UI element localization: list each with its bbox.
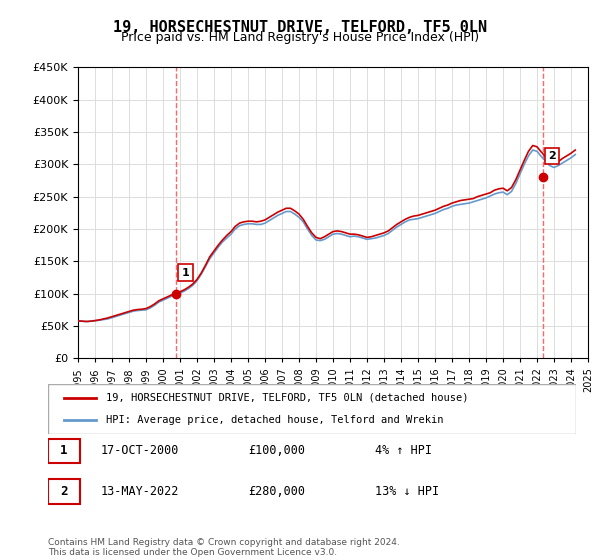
Text: HPI: Average price, detached house, Telford and Wrekin: HPI: Average price, detached house, Telf… [106, 415, 443, 425]
FancyBboxPatch shape [48, 479, 80, 503]
Text: 13% ↓ HPI: 13% ↓ HPI [376, 485, 439, 498]
Text: 19, HORSECHESTNUT DRIVE, TELFORD, TF5 0LN: 19, HORSECHESTNUT DRIVE, TELFORD, TF5 0L… [113, 20, 487, 35]
Text: 2: 2 [548, 151, 556, 161]
Text: 2: 2 [60, 485, 68, 498]
Text: Contains HM Land Registry data © Crown copyright and database right 2024.
This d: Contains HM Land Registry data © Crown c… [48, 538, 400, 557]
Text: 17-OCT-2000: 17-OCT-2000 [101, 444, 179, 457]
Text: £280,000: £280,000 [248, 485, 305, 498]
FancyBboxPatch shape [48, 438, 80, 463]
Text: 1: 1 [182, 268, 189, 278]
Text: 4% ↑ HPI: 4% ↑ HPI [376, 444, 433, 457]
FancyBboxPatch shape [48, 384, 576, 434]
Text: 13-MAY-2022: 13-MAY-2022 [101, 485, 179, 498]
Text: Price paid vs. HM Land Registry's House Price Index (HPI): Price paid vs. HM Land Registry's House … [121, 31, 479, 44]
Text: £100,000: £100,000 [248, 444, 305, 457]
Text: 1: 1 [60, 444, 68, 457]
Text: 19, HORSECHESTNUT DRIVE, TELFORD, TF5 0LN (detached house): 19, HORSECHESTNUT DRIVE, TELFORD, TF5 0L… [106, 393, 469, 403]
